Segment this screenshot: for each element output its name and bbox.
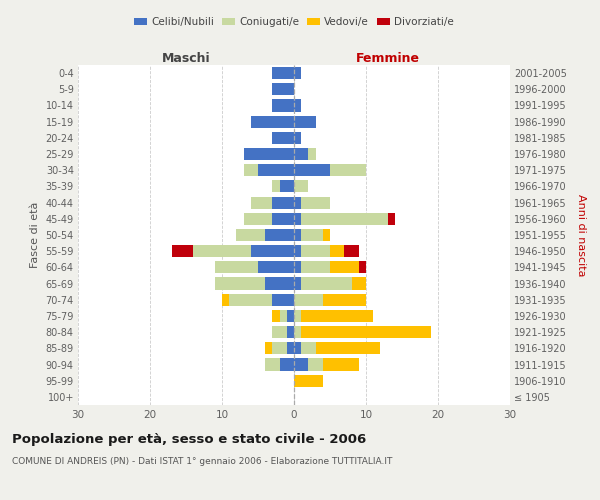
Bar <box>193 245 251 258</box>
Bar <box>294 358 308 370</box>
Y-axis label: Anni di nascita: Anni di nascita <box>577 194 586 276</box>
Bar <box>330 164 366 176</box>
Text: Maschi: Maschi <box>161 52 211 65</box>
Bar <box>244 148 294 160</box>
Bar <box>294 342 301 354</box>
Bar <box>301 342 316 354</box>
Bar <box>280 310 287 322</box>
Bar <box>388 212 395 225</box>
Bar <box>294 212 301 225</box>
Bar <box>280 358 294 370</box>
Text: Popolazione per età, sesso e stato civile - 2006: Popolazione per età, sesso e stato civil… <box>12 432 366 446</box>
Bar <box>294 132 301 144</box>
Bar <box>352 278 366 289</box>
Bar <box>330 245 344 258</box>
Bar <box>301 229 323 241</box>
Text: Femmine: Femmine <box>356 52 419 65</box>
Bar <box>294 116 316 128</box>
Bar <box>294 310 301 322</box>
Bar <box>308 148 316 160</box>
Bar <box>272 294 294 306</box>
Bar <box>251 196 272 208</box>
Bar <box>265 358 280 370</box>
Y-axis label: Fasce di età: Fasce di età <box>30 202 40 268</box>
Bar <box>301 245 330 258</box>
Bar <box>294 100 301 112</box>
Bar <box>359 262 366 274</box>
Bar <box>301 310 373 322</box>
Bar <box>272 67 294 79</box>
Bar <box>251 245 294 258</box>
Legend: Celibi/Nubili, Coniugati/e, Vedovi/e, Divorziati/e: Celibi/Nubili, Coniugati/e, Vedovi/e, Di… <box>130 12 458 31</box>
Bar <box>294 148 308 160</box>
Bar <box>272 310 280 322</box>
Bar <box>301 326 431 338</box>
Bar <box>222 294 229 306</box>
Bar <box>229 294 272 306</box>
Bar <box>272 100 294 112</box>
Bar <box>294 374 323 387</box>
Bar <box>308 358 323 370</box>
Bar <box>294 164 330 176</box>
Bar <box>251 116 294 128</box>
Bar <box>323 358 359 370</box>
Bar <box>287 310 294 322</box>
Bar <box>294 294 323 306</box>
Bar <box>294 245 301 258</box>
Bar <box>323 229 330 241</box>
Bar <box>301 278 352 289</box>
Bar <box>294 180 308 192</box>
Bar <box>287 326 294 338</box>
Bar <box>294 262 301 274</box>
Bar <box>294 67 301 79</box>
Bar <box>294 229 301 241</box>
Bar <box>287 342 294 354</box>
Text: COMUNE DI ANDREIS (PN) - Dati ISTAT 1° gennaio 2006 - Elaborazione TUTTITALIA.IT: COMUNE DI ANDREIS (PN) - Dati ISTAT 1° g… <box>12 457 392 466</box>
Bar <box>265 278 294 289</box>
Bar <box>344 245 359 258</box>
Bar <box>301 212 388 225</box>
Bar <box>323 294 366 306</box>
Bar <box>265 342 272 354</box>
Bar <box>301 196 330 208</box>
Bar <box>272 180 280 192</box>
Bar <box>236 229 265 241</box>
Bar <box>294 326 301 338</box>
Bar <box>272 83 294 96</box>
Bar <box>280 180 294 192</box>
Bar <box>244 212 272 225</box>
Bar <box>301 262 330 274</box>
Bar <box>316 342 380 354</box>
Bar <box>215 262 258 274</box>
Bar <box>215 278 265 289</box>
Bar <box>294 278 301 289</box>
Bar <box>272 196 294 208</box>
Bar <box>244 164 258 176</box>
Bar <box>172 245 193 258</box>
Bar <box>272 342 287 354</box>
Bar <box>330 262 359 274</box>
Bar <box>258 262 294 274</box>
Bar <box>272 326 287 338</box>
Bar <box>265 229 294 241</box>
Bar <box>258 164 294 176</box>
Bar <box>294 196 301 208</box>
Bar <box>272 212 294 225</box>
Bar <box>272 132 294 144</box>
